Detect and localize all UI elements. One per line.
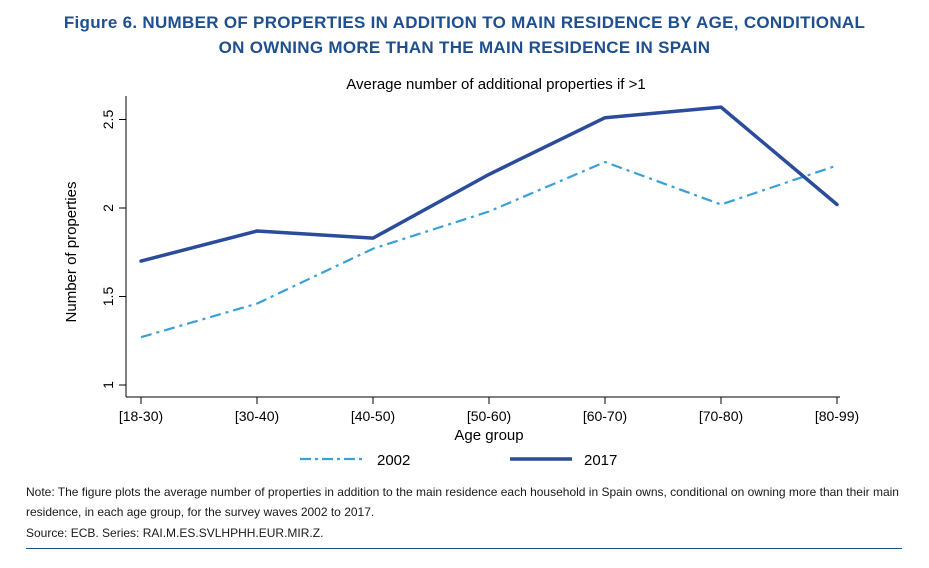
y-axis-label: Number of properties bbox=[63, 182, 80, 323]
x-axis-ticks: [18-30) [30-40) [40-50) [50-60) [60-70) [70-8… bbox=[119, 397, 859, 424]
figure-title-line-1: Figure 6. NUMBER OF PROPERTIES IN ADDITI… bbox=[63, 13, 866, 32]
x-tick-label: [30-40) bbox=[235, 408, 279, 424]
figure-title-line-2: ON OWNING MORE THAN THE MAIN RESIDENCE I… bbox=[218, 38, 711, 57]
y-tick-label: 2.5 bbox=[100, 110, 116, 130]
y-axis-ticks: 1 1.5 2 2.5 bbox=[100, 110, 126, 389]
x-axis-label: Age group bbox=[454, 427, 523, 444]
bottom-rule bbox=[26, 548, 902, 549]
x-tick-label: [60-70) bbox=[583, 408, 627, 424]
series-lines bbox=[139, 105, 839, 339]
chart-subtitle: Average number of additional properties … bbox=[346, 76, 646, 93]
y-tick-label: 2 bbox=[100, 204, 116, 212]
legend-label-2002: 2002 bbox=[377, 452, 410, 469]
x-tick-label: [80-99) bbox=[815, 408, 859, 424]
figure-title: Figure 6. NUMBER OF PROPERTIES IN ADDITI… bbox=[0, 10, 929, 60]
series-line-2002 bbox=[140, 160, 838, 339]
x-tick-label: [50-60) bbox=[467, 408, 511, 424]
figure-note: Note: The figure plots the average numbe… bbox=[26, 485, 899, 519]
y-tick-label: 1.5 bbox=[100, 287, 116, 307]
legend: 2002 2017 bbox=[300, 452, 617, 469]
series-line-2017 bbox=[139, 105, 839, 263]
x-tick-label: [40-50) bbox=[351, 408, 395, 424]
line-chart: Average number of additional properties … bbox=[63, 76, 859, 469]
legend-label-2017: 2017 bbox=[584, 452, 617, 469]
figure-source: Source: ECB. Series: RAI.M.ES.SVLHPHH.EU… bbox=[26, 526, 324, 540]
y-tick-label: 1 bbox=[100, 381, 116, 389]
x-tick-label: [18-30) bbox=[119, 408, 163, 424]
x-tick-label: [70-80) bbox=[699, 408, 743, 424]
